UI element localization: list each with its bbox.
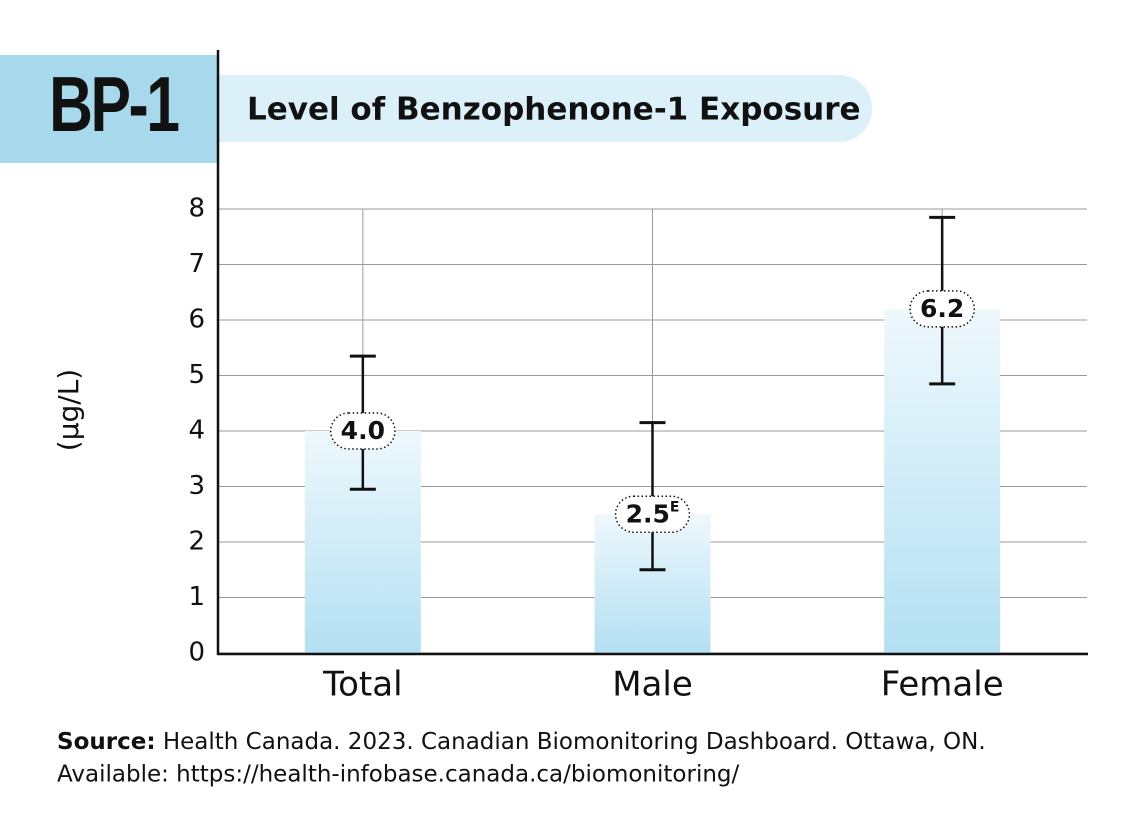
- labels: 0 1 2 3 4 5 6 7 8 Total 4.0 Male 2.5E Female 6.2: [188, 194, 1003, 705]
- value-label-text: 6.2: [920, 294, 964, 323]
- value-label-text: 2.5: [626, 499, 670, 528]
- title-pill-left: [217, 75, 277, 142]
- y-tick-label: 4: [188, 416, 205, 446]
- y-tick-label: 6: [188, 305, 205, 335]
- source-text: Health Canada. 2023. Canadian Biomonitor…: [163, 729, 986, 755]
- badge-box: [0, 55, 217, 163]
- y-tick-label: 3: [188, 471, 205, 501]
- value-label-box: [909, 290, 976, 328]
- error-bar: [639, 421, 666, 572]
- y-axis-label: (µg/L): [52, 369, 85, 451]
- source-url: Available: https://health-infobase.canad…: [57, 762, 740, 788]
- value-label-text: 4.0: [341, 416, 385, 445]
- value-label-box: [614, 495, 691, 533]
- y-tick-label: 1: [188, 582, 205, 612]
- source-line: Source: Health Canada. 2023. Canadian Bi…: [57, 729, 986, 755]
- value-label: 6.2: [920, 294, 964, 323]
- value-label: 4.0: [341, 416, 385, 445]
- chart-title: Level of Benzophenone-1 Exposure: [247, 92, 861, 128]
- plot: [304, 215, 1001, 653]
- value-label-superscript: E: [670, 499, 680, 515]
- y-tick-label: 7: [188, 249, 205, 279]
- y-tick-label: 8: [188, 194, 205, 224]
- value-label: 2.5E: [626, 499, 680, 528]
- x-tick-label: Male: [612, 665, 693, 705]
- y-tick-label: 5: [188, 360, 205, 390]
- y-tick-label: 0: [188, 638, 205, 668]
- y-tick-label: 2: [188, 527, 205, 557]
- x-tick-label: Female: [881, 665, 1004, 705]
- badge-text: BP-1: [49, 61, 178, 148]
- value-label-box: [329, 412, 396, 450]
- title-pill: [217, 75, 872, 142]
- x-tick-label: Total: [322, 665, 402, 705]
- source-label: Source:: [57, 729, 156, 755]
